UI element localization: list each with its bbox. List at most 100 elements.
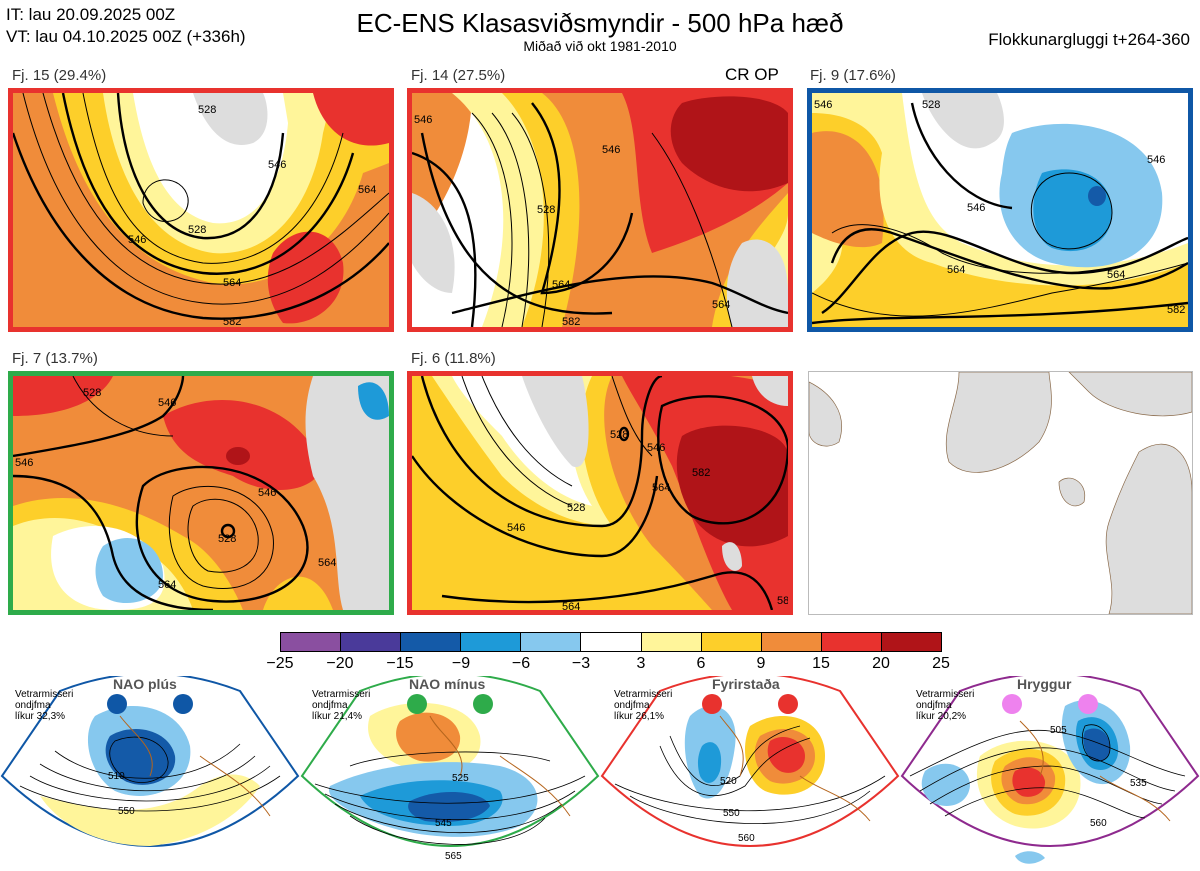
colorbar-swatch [881,633,942,651]
contour-label: 546 [15,457,33,469]
contour-label: 564 [158,579,176,591]
contour-label: 550 [723,808,740,819]
colorbar-tick: −6 [511,655,531,672]
colorbar-tick: −15 [386,655,414,672]
colorbar-tick: −25 [266,655,294,672]
colorbar-swatch [281,633,342,651]
regime-title: Hryggur [1017,676,1072,692]
contour-label: 546 [1147,154,1165,166]
contour-label: 564 [1107,269,1125,281]
colorbar-swatch [521,633,582,651]
contour-label: 564 [358,184,376,196]
contour-label: 564 [562,601,580,610]
regime-blocking: 520 550 560 Fyrirstaða Vetrarmisseri ondj… [600,676,900,871]
classification-window: Flokkunargluggi t+264-360 [988,30,1190,49]
page-subtitle: Miðað við okt 1981-2010 [523,38,677,54]
contour-label: 528 [218,533,236,545]
panel-label-3: Fj. 9 (17.6%) [810,67,896,84]
colorbar-swatch [641,633,702,651]
contour-label: 535 [1130,778,1147,789]
map-svg-6 [809,372,1192,614]
regime-title: NAO mínus [409,676,486,692]
contour-label: 564 [947,264,965,276]
colorbar-tick: 15 [812,655,830,672]
contour-label: 550 [118,806,135,817]
page-title: EC-ENS Klasasviðsmyndir - 500 hPa hæð [356,8,844,38]
contour-label: 520 [720,776,737,787]
contour-label: 564 [318,557,336,569]
contour-label: 528 [198,104,216,116]
regime-dot [778,694,798,714]
colorbar-swatch [341,633,402,651]
regime-map-4: 505 535 560 [900,676,1200,864]
contour-label: 582 [562,316,580,327]
regime-note: Vetrarmisseri ondjfma líkur 21,4% [312,689,371,722]
regime-dot [702,694,722,714]
contour-label: 560 [1090,818,1107,829]
regime-dot [473,694,493,714]
contour-label: 546 [814,99,832,111]
contour-label: 545 [435,818,452,829]
contour-label: 525 [452,773,469,784]
regime-title: Fyrirstaða [712,676,780,692]
regime-dot [407,694,427,714]
colorbar-swatch [461,633,522,651]
contour-label: 565 [445,851,462,862]
empty-map-panel [808,371,1193,615]
cluster-map-2: 546 528 546 564 564 582 [407,88,793,332]
contour-label: 546 [602,144,620,156]
regime-note: Vetrarmisseri ondjfma líkur 26,1% [614,689,673,722]
colorbar-swatch [401,633,462,651]
contour-label: 582 [1167,304,1185,316]
colorbar-tick: −9 [451,655,471,672]
regime-dot [173,694,193,714]
colorbar-tick: 3 [636,655,646,672]
panel-label-5: Fj. 6 (11.8%) [411,350,496,367]
regime-nao-minus: 525 545 565 NAO mínus Vetrarmisseri ondjf… [300,676,600,871]
contour-label: 564 [552,279,570,291]
panel-label-4: Fj. 7 (13.7%) [12,350,98,367]
cluster-map-5: 528 546 528 546 564 582 564 582 [407,371,793,615]
regime-dot [1002,694,1022,714]
regime-dot [107,694,127,714]
header-times: IT: lau 20.09.2025 00Z VT: lau 04.10.202… [6,4,246,48]
colorbar-tick: 9 [756,655,766,672]
contour-label: 564 [712,299,730,311]
cluster-map-1: 528 546 564 582 528 546 564 [8,88,394,332]
contour-label: 564 [652,482,670,494]
contour-label: 564 [223,277,241,289]
regime-map-3: 520 550 560 [600,676,900,847]
contour-label: 528 [922,99,940,111]
anomaly-colorbar [280,632,942,652]
contour-label: 505 [1050,725,1067,736]
contour-label: 528 [83,387,101,399]
regime-map-2: 525 545 565 [300,676,600,862]
contour-label: 582 [777,595,788,607]
contour-label: 582 [692,467,710,479]
colorbar-swatch [701,633,762,651]
contour-label: 546 [258,487,276,499]
contour-label: 546 [268,159,286,171]
contour-label: 582 [223,316,241,327]
colorbar-tick: 20 [872,655,890,672]
contour-label: 546 [507,522,525,534]
regime-ridge: 505 535 560 Hryggur Vetrarmisseri ondjfma… [900,676,1200,871]
colorbar-tick: −20 [326,655,354,672]
regime-note: Vetrarmisseri ondjfma líkur 32,3% [15,689,74,722]
contour-label: 528 [610,429,628,441]
regime-map-1: 510 550 [0,676,300,847]
colorbar-swatch [821,633,882,651]
colorbar-tick: −3 [571,655,591,672]
colorbar-tick: 6 [696,655,706,672]
regime-note: Vetrarmisseri ondjfma líkur 20,2% [916,689,975,722]
cluster-map-3: 546 528 546 546 564 564 582 [807,88,1193,332]
panel-label-1: Fj. 15 (29.4%) [12,67,107,84]
contour-label: 546 [414,114,432,126]
contour-label: 546 [967,202,985,214]
regime-title: NAO plús [113,676,177,692]
contour-label: 528 [188,224,206,236]
cluster-map-4: 528 546 546 546 528 564 564 [8,371,394,615]
valid-time: VT: lau 04.10.2025 00Z (+336h) [6,27,246,46]
map-svg-1: 528 546 564 582 528 546 564 [13,93,389,327]
colorbar-swatch [761,633,822,651]
